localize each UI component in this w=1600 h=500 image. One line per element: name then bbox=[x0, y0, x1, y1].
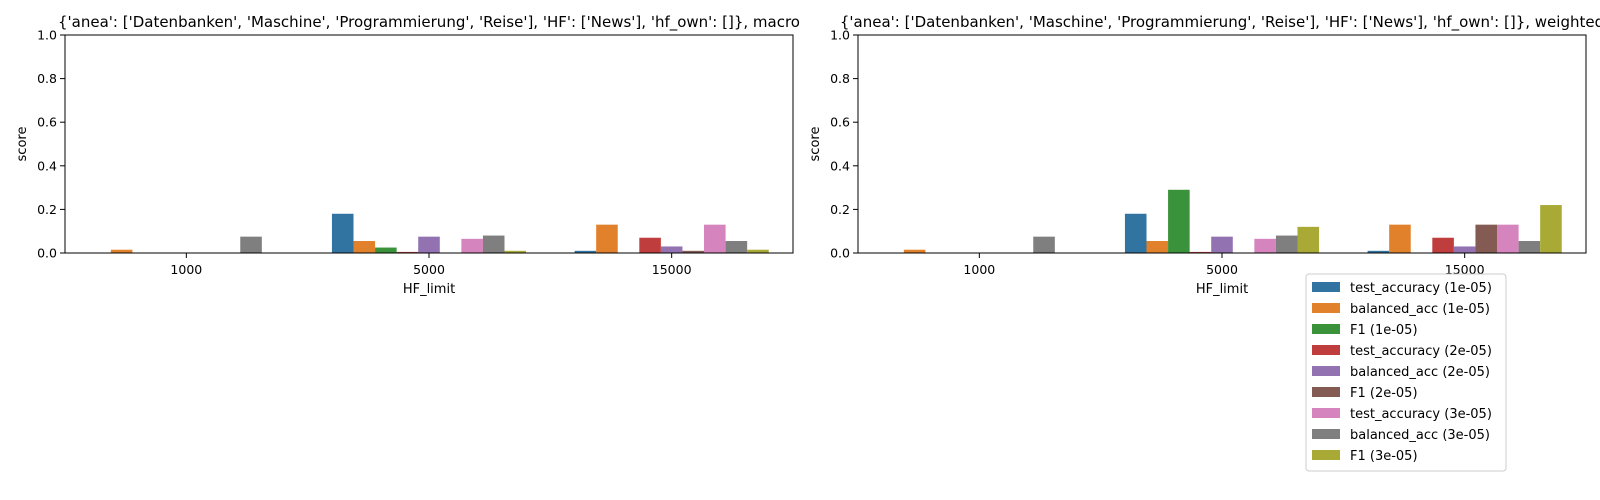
bar-test-accuracy-1e-05--15000 bbox=[574, 250, 597, 253]
y-tick-label: 0.0 bbox=[830, 246, 850, 261]
bar-test-accuracy-1e-05--15000 bbox=[1367, 250, 1390, 253]
legend-swatch bbox=[1312, 387, 1340, 397]
legend-item: balanced_acc (3e-05) bbox=[1312, 428, 1490, 443]
legend-item: balanced_acc (2e-05) bbox=[1312, 365, 1490, 380]
legend-label: F1 (1e-05) bbox=[1350, 323, 1418, 338]
bar-balanced-acc-3e-05--5000 bbox=[1275, 235, 1298, 253]
bar-test-accuracy-3e-05--15000 bbox=[704, 224, 726, 253]
chart-panel-1: {'anea': ['Datenbanken', 'Maschine', 'Pr… bbox=[15, 13, 800, 297]
x-tick-label: 15000 bbox=[1445, 262, 1485, 277]
bar-test-accuracy-3e-05--5000 bbox=[461, 238, 483, 253]
y-tick-label: 0.2 bbox=[830, 202, 850, 217]
axes-frame bbox=[64, 34, 794, 254]
legend-label: test_accuracy (1e-05) bbox=[1350, 281, 1492, 296]
legend-item: F1 (3e-05) bbox=[1312, 449, 1418, 464]
bar-test-accuracy-2e-05--5000 bbox=[396, 251, 419, 253]
y-tick-label: 0.2 bbox=[37, 202, 57, 217]
y-tick-label: 0.6 bbox=[37, 115, 57, 130]
bar-test-accuracy-3e-05--15000 bbox=[1497, 224, 1519, 253]
bar-balanced-acc-1e-05--5000 bbox=[353, 241, 376, 253]
legend-frame bbox=[1305, 273, 1507, 472]
y-tick-label: 0.0 bbox=[37, 246, 57, 261]
y-tick-label: 0.8 bbox=[37, 71, 57, 86]
bar-test-accuracy-3e-05--5000 bbox=[1254, 238, 1276, 253]
y-tick-label: 0.8 bbox=[830, 71, 850, 86]
bar-balanced-acc-3e-05--15000 bbox=[725, 241, 748, 253]
bar-f1-2e-05--15000 bbox=[1475, 224, 1498, 253]
x-tick-label: 15000 bbox=[652, 262, 692, 277]
y-tick-label: 1.0 bbox=[830, 28, 850, 43]
legend-item: F1 (1e-05) bbox=[1312, 323, 1418, 338]
bar-f1-3e-05--15000 bbox=[747, 249, 769, 253]
legend: test_accuracy (1e-05) balanced_acc (1e-05… bbox=[1305, 273, 1507, 472]
y-tick-label: 1.0 bbox=[37, 28, 57, 43]
x-axis-label: HF_limit bbox=[403, 282, 455, 297]
bar-test-accuracy-2e-05--15000 bbox=[639, 237, 661, 253]
bar-test-accuracy-2e-05--5000 bbox=[1189, 251, 1212, 253]
bar-test-accuracy-2e-05--15000 bbox=[1432, 237, 1454, 253]
bar-balanced-acc-2e-05--5000 bbox=[1211, 236, 1233, 253]
legend-item: balanced_acc (1e-05) bbox=[1312, 302, 1490, 317]
bar-f1-3e-05--5000 bbox=[1297, 226, 1320, 253]
bar-f1-1e-05--5000 bbox=[1168, 189, 1190, 253]
y-axis-label: score bbox=[808, 127, 823, 162]
y-axis-label: score bbox=[15, 127, 30, 162]
y-tick-label: 0.4 bbox=[37, 158, 57, 173]
legend-swatch bbox=[1312, 282, 1340, 292]
legend-item: test_accuracy (2e-05) bbox=[1312, 344, 1492, 359]
y-tick-label: 0.6 bbox=[830, 115, 850, 130]
bar-f1-3e-05--15000 bbox=[1540, 205, 1562, 253]
legend-item: F1 (2e-05) bbox=[1312, 386, 1418, 401]
legend-swatch bbox=[1312, 408, 1340, 418]
bar-test-accuracy-1e-05--5000 bbox=[1124, 213, 1147, 253]
bar-balanced-acc-3e-05--15000 bbox=[1518, 241, 1541, 253]
x-tick-label: 5000 bbox=[413, 262, 445, 277]
legend-item: test_accuracy (1e-05) bbox=[1312, 281, 1492, 296]
bar-f1-1e-05--5000 bbox=[375, 247, 397, 253]
legend-label: balanced_acc (2e-05) bbox=[1350, 365, 1490, 380]
legend-swatch bbox=[1312, 366, 1340, 376]
legend-label: test_accuracy (2e-05) bbox=[1350, 344, 1492, 359]
bar-balanced-acc-1e-05--15000 bbox=[1389, 224, 1411, 253]
legend-swatch bbox=[1312, 429, 1340, 439]
legend-label: F1 (3e-05) bbox=[1350, 449, 1418, 464]
axes-frame bbox=[857, 34, 1587, 254]
x-axis-label: HF_limit bbox=[1196, 282, 1248, 297]
legend-swatch bbox=[1312, 324, 1340, 334]
legend-swatch bbox=[1312, 345, 1340, 355]
bar-balanced-acc-1e-05--1000 bbox=[110, 249, 133, 253]
bar-balanced-acc-1e-05--1000 bbox=[903, 249, 926, 253]
legend-swatch bbox=[1312, 450, 1340, 460]
bar-balanced-acc-2e-05--15000 bbox=[1453, 246, 1476, 253]
bar-balanced-acc-2e-05--5000 bbox=[418, 236, 440, 253]
chart-title: {'anea': ['Datenbanken', 'Maschine', 'Pr… bbox=[840, 13, 1600, 32]
legend-label: F1 (2e-05) bbox=[1350, 386, 1418, 401]
legend-label: balanced_acc (3e-05) bbox=[1350, 428, 1490, 443]
legend-label: balanced_acc (1e-05) bbox=[1350, 302, 1490, 317]
bar-balanced-acc-2e-05--15000 bbox=[660, 246, 683, 253]
chart-title: {'anea': ['Datenbanken', 'Maschine', 'Pr… bbox=[58, 13, 800, 32]
x-tick-label: 1000 bbox=[963, 262, 995, 277]
x-tick-label: 1000 bbox=[170, 262, 202, 277]
bar-balanced-acc-3e-05--1000 bbox=[1033, 236, 1055, 253]
bar-f1-3e-05--5000 bbox=[504, 250, 527, 253]
bar-balanced-acc-3e-05--5000 bbox=[482, 235, 505, 253]
bar-balanced-acc-3e-05--1000 bbox=[240, 236, 262, 253]
legend-item: test_accuracy (3e-05) bbox=[1312, 407, 1492, 422]
bar-balanced-acc-1e-05--5000 bbox=[1146, 241, 1169, 253]
y-tick-label: 0.4 bbox=[830, 158, 850, 173]
bar-f1-2e-05--15000 bbox=[682, 250, 705, 253]
legend-label: test_accuracy (3e-05) bbox=[1350, 407, 1492, 422]
bar-balanced-acc-1e-05--15000 bbox=[596, 224, 618, 253]
bar-test-accuracy-1e-05--5000 bbox=[331, 213, 354, 253]
chart-panel-2: {'anea': ['Datenbanken', 'Maschine', 'Pr… bbox=[808, 13, 1600, 297]
legend-swatch bbox=[1312, 303, 1340, 313]
x-tick-label: 5000 bbox=[1206, 262, 1238, 277]
